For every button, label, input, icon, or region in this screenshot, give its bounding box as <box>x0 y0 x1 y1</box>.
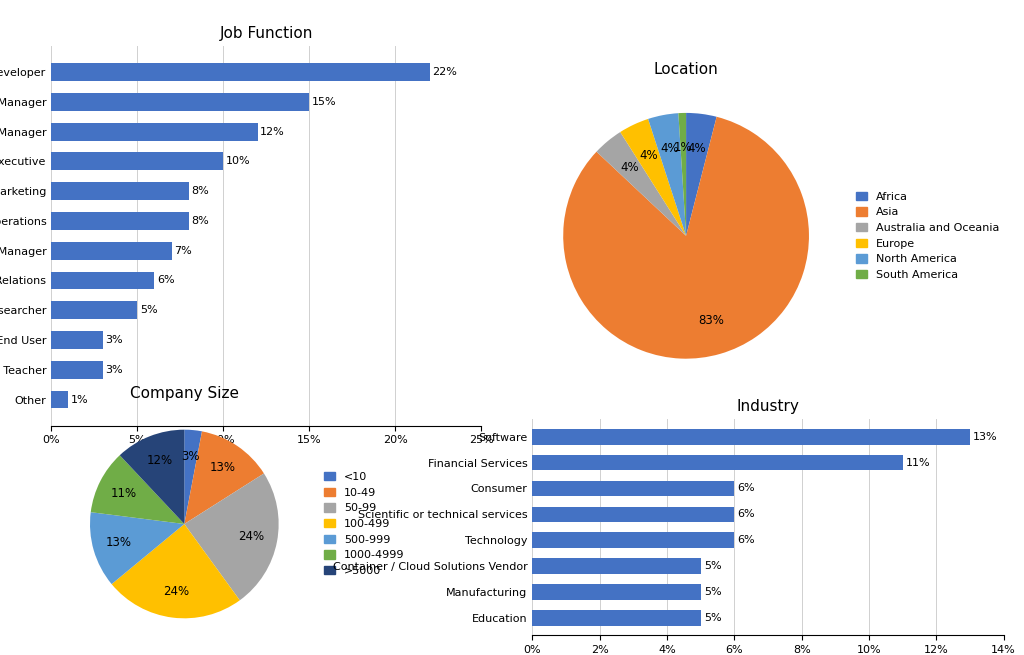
Bar <box>532 533 734 548</box>
Bar <box>532 610 700 626</box>
Title: Location: Location <box>653 62 719 77</box>
Title: Company Size: Company Size <box>130 386 239 401</box>
Wedge shape <box>184 430 202 524</box>
Bar <box>51 122 258 141</box>
Text: 24%: 24% <box>163 585 188 598</box>
Title: Industry: Industry <box>736 399 800 414</box>
Bar <box>51 93 309 111</box>
Bar <box>51 331 102 349</box>
Text: 6%: 6% <box>737 483 756 493</box>
Bar <box>51 63 430 81</box>
Text: 5%: 5% <box>705 587 722 597</box>
Text: 6%: 6% <box>737 535 756 545</box>
Wedge shape <box>112 524 240 618</box>
Bar <box>51 212 188 230</box>
Bar <box>51 390 69 409</box>
Legend: <10, 10-49, 50-99, 100-499, 500-999, 1000-4999, >5000: <10, 10-49, 50-99, 100-499, 500-999, 100… <box>319 468 409 580</box>
Wedge shape <box>184 432 264 524</box>
Text: 4%: 4% <box>688 141 707 155</box>
Bar <box>51 153 223 170</box>
Text: 13%: 13% <box>106 536 132 550</box>
Text: 24%: 24% <box>238 531 264 543</box>
Text: 3%: 3% <box>105 335 123 345</box>
Text: 6%: 6% <box>737 510 756 519</box>
Text: 4%: 4% <box>621 161 639 174</box>
Text: 11%: 11% <box>111 487 137 500</box>
Wedge shape <box>597 132 686 236</box>
Text: 83%: 83% <box>697 314 724 328</box>
Title: Job Function: Job Function <box>219 26 313 41</box>
Wedge shape <box>621 119 686 236</box>
Text: 10%: 10% <box>226 157 251 166</box>
Bar <box>51 361 102 379</box>
Bar <box>532 481 734 496</box>
Text: 1%: 1% <box>674 141 692 154</box>
Wedge shape <box>563 117 809 359</box>
Wedge shape <box>91 455 184 524</box>
Bar <box>532 558 700 574</box>
Text: 4%: 4% <box>639 149 657 162</box>
Text: 5%: 5% <box>705 613 722 623</box>
Bar <box>532 429 970 445</box>
Text: 8%: 8% <box>191 186 209 196</box>
Wedge shape <box>648 113 686 236</box>
Text: 3%: 3% <box>181 450 200 463</box>
Text: 6%: 6% <box>157 276 175 286</box>
Text: 12%: 12% <box>146 455 172 468</box>
Bar <box>532 506 734 522</box>
Wedge shape <box>184 474 279 600</box>
Wedge shape <box>678 113 686 236</box>
Legend: Africa, Asia, Australia and Oceania, Europe, North America, South America: Africa, Asia, Australia and Oceania, Eur… <box>851 187 1004 284</box>
Wedge shape <box>686 113 717 236</box>
Text: 7%: 7% <box>174 246 191 255</box>
Text: 8%: 8% <box>191 216 209 226</box>
Bar <box>532 584 700 600</box>
Bar <box>51 301 137 319</box>
Wedge shape <box>120 430 184 524</box>
Text: 13%: 13% <box>973 432 997 441</box>
Text: 13%: 13% <box>210 461 236 474</box>
Text: 5%: 5% <box>705 561 722 571</box>
Text: 12%: 12% <box>260 126 285 137</box>
Text: 4%: 4% <box>660 142 679 155</box>
Text: 5%: 5% <box>140 305 158 315</box>
Text: 1%: 1% <box>71 394 89 405</box>
Text: 3%: 3% <box>105 365 123 375</box>
Bar <box>51 272 155 290</box>
Text: 15%: 15% <box>312 97 337 107</box>
Bar <box>532 455 902 470</box>
Bar <box>51 182 188 200</box>
Wedge shape <box>90 512 184 584</box>
Text: 11%: 11% <box>906 458 931 468</box>
Text: 22%: 22% <box>432 67 457 77</box>
Bar <box>51 242 172 259</box>
